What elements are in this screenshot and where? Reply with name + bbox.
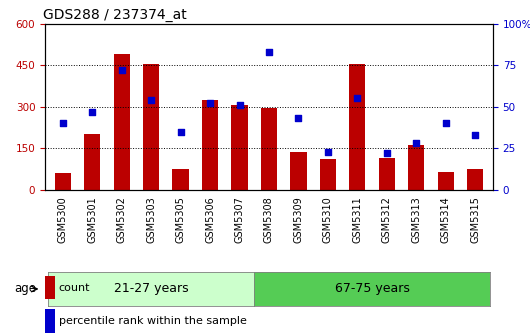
Bar <box>55 173 71 190</box>
Point <box>206 101 214 106</box>
Text: GDS288 / 237374_at: GDS288 / 237374_at <box>43 8 187 23</box>
Point <box>58 121 67 126</box>
Point <box>294 116 303 121</box>
Bar <box>379 158 395 190</box>
Point <box>118 68 126 73</box>
Bar <box>113 54 130 190</box>
Text: count: count <box>59 283 90 293</box>
Bar <box>320 159 336 190</box>
Bar <box>261 108 277 190</box>
Bar <box>84 134 100 190</box>
Point <box>383 151 391 156</box>
Point <box>471 132 480 138</box>
Bar <box>143 64 159 190</box>
Point <box>88 109 96 114</box>
Text: percentile rank within the sample: percentile rank within the sample <box>59 317 246 326</box>
Bar <box>45 276 55 299</box>
Point <box>235 102 244 108</box>
Bar <box>438 172 454 190</box>
Bar <box>467 169 483 190</box>
Text: 67-75 years: 67-75 years <box>334 283 410 295</box>
Bar <box>202 100 218 190</box>
Bar <box>45 309 55 333</box>
Point <box>147 97 155 103</box>
Point <box>353 96 361 101</box>
Bar <box>290 153 306 190</box>
Point <box>441 121 450 126</box>
Point <box>265 49 273 54</box>
Point <box>324 149 332 154</box>
Bar <box>172 169 189 190</box>
Point <box>176 129 185 134</box>
Text: 21-27 years: 21-27 years <box>114 283 189 295</box>
Bar <box>408 145 425 190</box>
Point <box>412 140 420 146</box>
Bar <box>349 64 366 190</box>
Bar <box>232 105 248 190</box>
Text: age: age <box>14 282 36 295</box>
